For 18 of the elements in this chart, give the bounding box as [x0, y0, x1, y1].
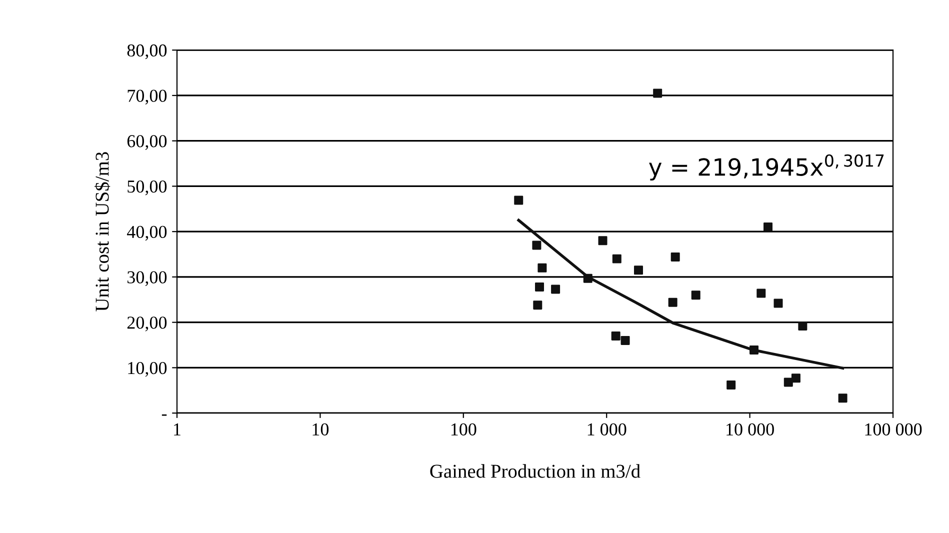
y-tick-label: 30,00 [128, 271, 167, 286]
y-tick-label: 20,00 [127, 316, 167, 332]
x-tick-label: 1 [174, 423, 180, 436]
y-tick-label: 70,00 [128, 90, 167, 105]
y-tick-label: 40,00 [126, 226, 167, 241]
x-tick-label: 10 000 [726, 423, 774, 436]
y-tick-label: 10,00 [128, 362, 167, 377]
x-tick-label: 100 000 [865, 423, 922, 436]
y-tick-label: - [162, 414, 167, 416]
x-tick-label: 1 000 [588, 423, 626, 436]
y-axis-title: Unit cost in US$/m3 [94, 152, 110, 312]
y-tick-label: 80,00 [127, 44, 167, 60]
y-tick-label: 50,00 [128, 180, 167, 196]
y-tick-label: 60,00 [127, 135, 167, 150]
x-tick-label: 100 [451, 423, 476, 436]
annotation: y = 219,1945x$^{0,3017}$ [649, 154, 884, 181]
x-tick-label: 10 [312, 423, 329, 436]
x-axis-title: Gained Production in m3/d [430, 464, 640, 478]
